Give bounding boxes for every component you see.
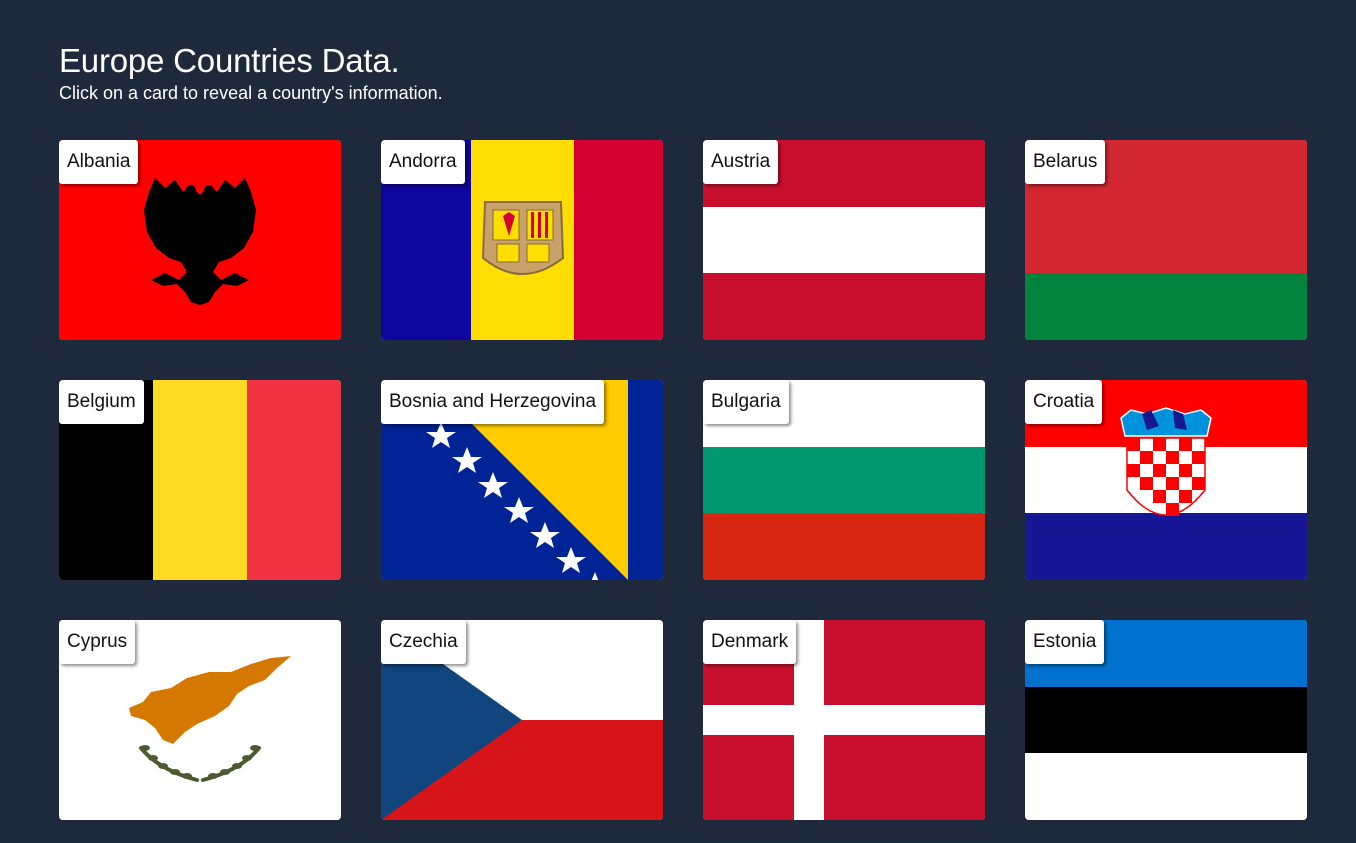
- bulgaria-flag: [703, 380, 985, 580]
- estonia-flag: [1025, 620, 1307, 820]
- country-card-czechia[interactable]: Czechia: [381, 620, 663, 820]
- country-grid: Albania Andorra: [59, 140, 1307, 820]
- country-card-cyprus[interactable]: Cyprus: [59, 620, 341, 820]
- country-name: Bulgaria: [703, 380, 789, 424]
- country-card-belgium[interactable]: Belgium: [59, 380, 341, 580]
- country-name: Denmark: [703, 620, 797, 664]
- country-card-austria[interactable]: Austria: [703, 140, 985, 340]
- header: Europe Countries Data. Click on a card t…: [59, 42, 443, 104]
- country-card-bulgaria[interactable]: Bulgaria: [703, 380, 985, 580]
- country-name: Austria: [703, 140, 779, 184]
- andorra-flag: [381, 140, 663, 340]
- country-name: Estonia: [1025, 620, 1105, 664]
- country-name: Belarus: [1025, 140, 1106, 184]
- croatia-flag: [1025, 380, 1307, 580]
- belgium-flag: [59, 380, 341, 580]
- country-card-belarus[interactable]: Belarus: [1025, 140, 1307, 340]
- page-title: Europe Countries Data.: [59, 42, 400, 79]
- country-name: Czechia: [381, 620, 466, 664]
- country-card-croatia[interactable]: Croatia: [1025, 380, 1307, 580]
- country-card-albania[interactable]: Albania: [59, 140, 341, 340]
- country-name: Bosnia and Herzegovina: [381, 380, 605, 424]
- austria-flag: [703, 140, 985, 340]
- country-name: Cyprus: [59, 620, 136, 664]
- page-subtitle: Click on a card to reveal a country's in…: [59, 83, 443, 103]
- country-name: Belgium: [59, 380, 144, 424]
- country-card-denmark[interactable]: Denmark: [703, 620, 985, 820]
- country-name: Croatia: [1025, 380, 1103, 424]
- country-card-estonia[interactable]: Estonia: [1025, 620, 1307, 820]
- cyprus-flag: [59, 620, 341, 820]
- country-name: Albania: [59, 140, 139, 184]
- country-card-bosnia-and-herzegovina[interactable]: Bosnia and Herzegovina: [381, 380, 663, 580]
- country-card-andorra[interactable]: Andorra: [381, 140, 663, 340]
- country-name: Andorra: [381, 140, 465, 184]
